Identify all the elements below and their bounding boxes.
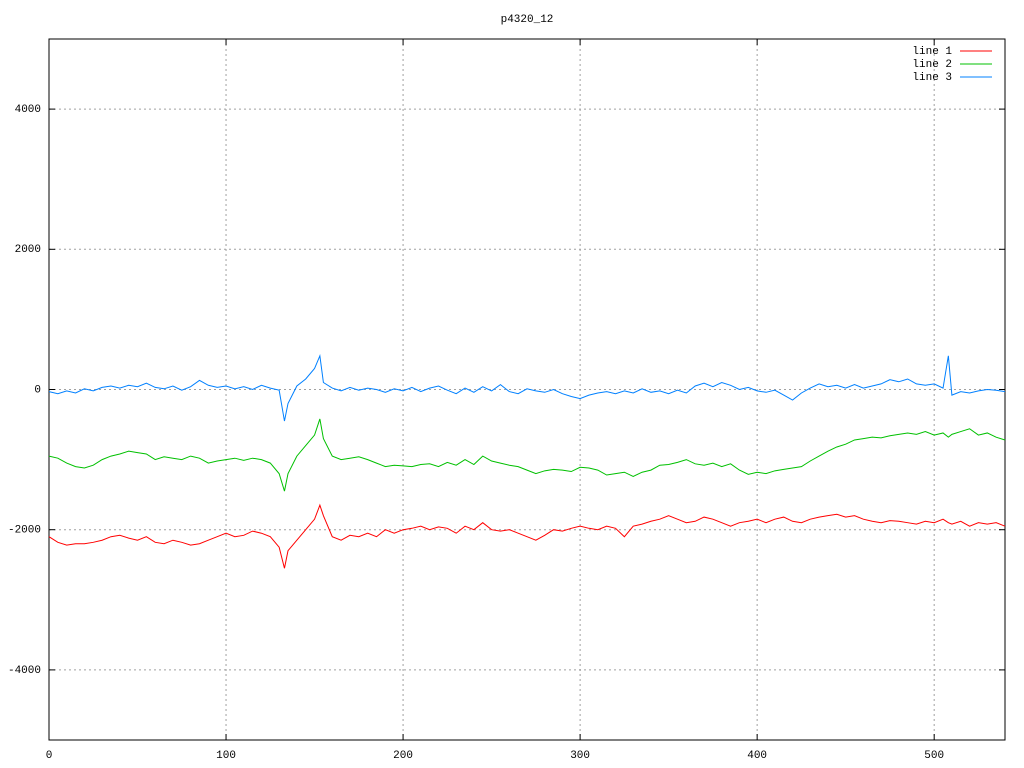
- y-tick-label: 2000: [15, 244, 41, 256]
- x-tick-label: 200: [393, 750, 413, 762]
- y-tick-label: -4000: [8, 665, 41, 677]
- legend-label: line 1: [912, 46, 952, 58]
- x-tick-label: 400: [747, 750, 767, 762]
- x-tick-label: 300: [570, 750, 590, 762]
- y-tick-label: 0: [34, 384, 41, 396]
- x-tick-label: 500: [924, 750, 944, 762]
- plot-border: [48, 38, 1006, 741]
- y-tick-label: -2000: [8, 525, 41, 537]
- x-tick-label: 0: [46, 750, 53, 762]
- data-line: [48, 418, 1006, 492]
- data-line: [48, 353, 1006, 422]
- legend-label: line 2: [912, 59, 952, 71]
- x-tick-label: 100: [216, 750, 236, 762]
- y-tick-label: 4000: [15, 104, 41, 116]
- data-line: [48, 503, 1006, 569]
- chart-title: p4320_12: [501, 14, 554, 26]
- legend-label: line 3: [912, 72, 952, 84]
